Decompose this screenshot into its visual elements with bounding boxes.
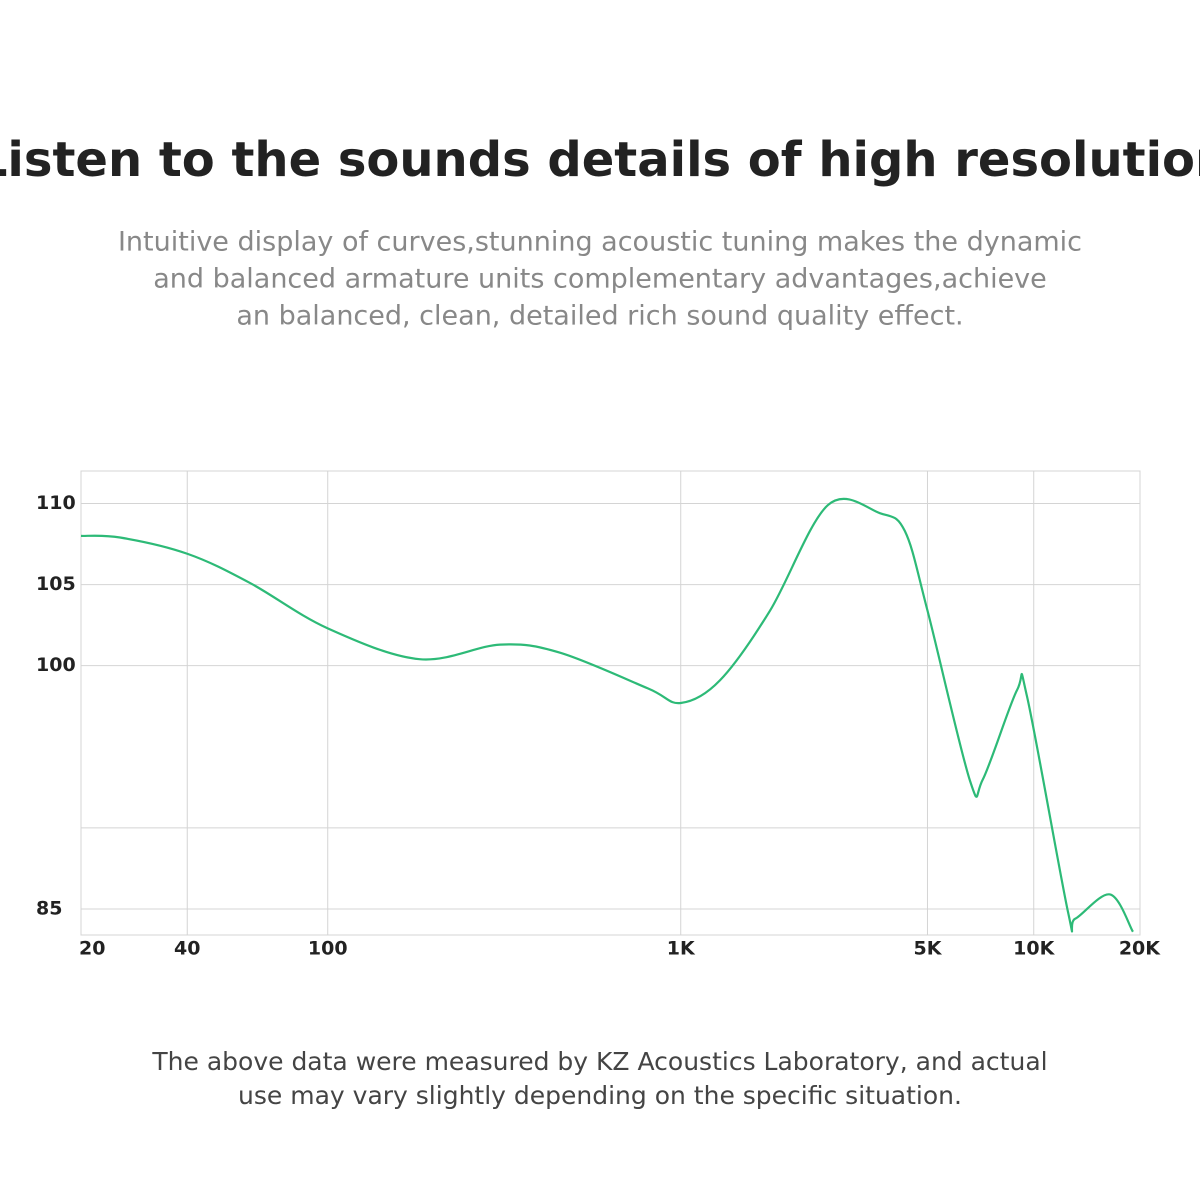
plot-frame <box>80 470 1141 936</box>
x-tick-label: 100 <box>308 938 348 960</box>
x-tick-label: 20 <box>79 938 105 960</box>
x-tick-label: 20K <box>1119 938 1161 960</box>
y-tick-label: 100 <box>36 654 76 676</box>
x-tick-label: 5K <box>913 938 942 960</box>
x-tick-label: 1K <box>667 938 696 960</box>
x-tick-label: 10K <box>1013 938 1055 960</box>
subtitle-line: an balanced, clean, detailed rich sound … <box>236 301 963 332</box>
curve <box>80 497 1134 933</box>
subtitle-line: Intuitive display of curves,stunning aco… <box>118 227 1082 258</box>
note-line: The above data were measured by KZ Acous… <box>151 1047 1047 1076</box>
y-tick-label: 110 <box>36 492 76 514</box>
note-line: use may vary slightly depending on the s… <box>238 1081 962 1110</box>
x-tick-label: 40 <box>174 938 200 960</box>
subtitle-line: and balanced armature units complementar… <box>153 264 1047 295</box>
y-tick-label: 105 <box>36 573 76 595</box>
title: Listen to the sounds details of high res… <box>0 132 1200 188</box>
y-tick-label: 85 <box>36 898 62 920</box>
